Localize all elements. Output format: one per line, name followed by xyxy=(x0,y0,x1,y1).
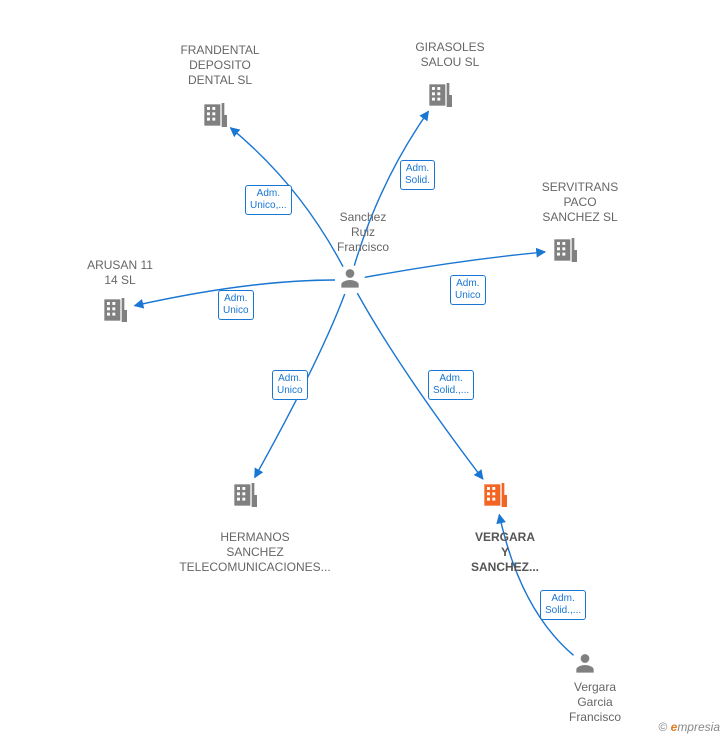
edge-label-center_person-girasoles: Adm. Solid. xyxy=(400,160,435,190)
edge-label-center_person-servitrans: Adm. Unico xyxy=(450,275,486,305)
node-label-girasoles: GIRASOLES SALOU SL xyxy=(400,40,500,70)
node-label-center_person: Sanchez Ruiz Francisco xyxy=(328,210,398,255)
node-label-vergara_person: Vergara Garcia Francisco xyxy=(555,680,635,725)
copyright: © empresia xyxy=(658,720,720,734)
edge-label-center_person-arusan: Adm. Unico xyxy=(218,290,254,320)
copyright-symbol: © xyxy=(658,720,667,734)
brand-rest: mpresia xyxy=(677,720,720,734)
edge-label-vergara_person-vergara_co: Adm. Solid.,... xyxy=(540,590,586,620)
node-label-frandental: FRANDENTAL DEPOSITO DENTAL SL xyxy=(160,43,280,88)
node-label-vergara_co: VERGARA Y SANCHEZ... xyxy=(450,530,560,575)
node-label-servitrans: SERVITRANS PACO SANCHEZ SL xyxy=(530,180,630,225)
edge-label-center_person-vergara_co: Adm. Solid.,... xyxy=(428,370,474,400)
edges-svg xyxy=(0,0,728,740)
node-label-arusan: ARUSAN 11 14 SL xyxy=(70,258,170,288)
edge-label-center_person-frandental: Adm. Unico,... xyxy=(245,185,292,215)
node-label-hermanos: HERMANOS SANCHEZ TELECOMUNICACIONES... xyxy=(155,530,355,575)
edge-center_person-servitrans xyxy=(365,252,545,277)
edge-label-center_person-hermanos: Adm. Unico xyxy=(272,370,308,400)
